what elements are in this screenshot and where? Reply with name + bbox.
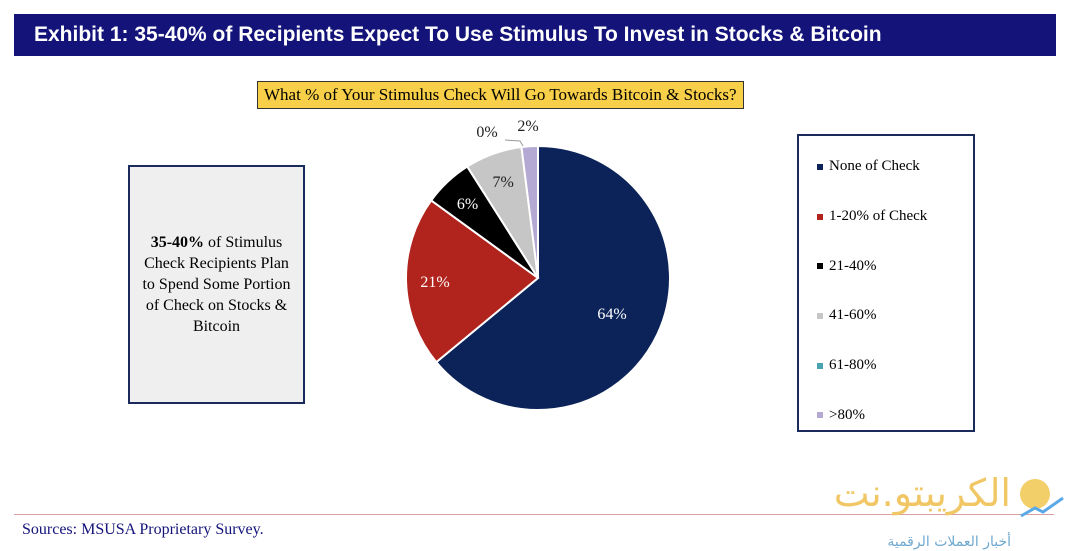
data-label-21-40-: 6% xyxy=(457,196,478,213)
pie-slice-1-20-of-check xyxy=(405,199,540,364)
watermark-tagline: أخبار العملات الرقمية xyxy=(887,532,1011,550)
legend-label: 61-80% xyxy=(829,357,877,374)
bitcoin-icon xyxy=(1020,479,1050,509)
legend-label: 41-60% xyxy=(829,307,877,324)
data-label-none-of-check: 64% xyxy=(597,306,626,323)
callout-bold: 35-40% xyxy=(150,234,205,251)
leader-line xyxy=(504,139,524,147)
trend-arrow-icon xyxy=(1020,496,1064,518)
legend-swatch xyxy=(817,412,823,419)
watermark-logo: الكريبتو.نت أخبار العملات الرقمية xyxy=(834,471,1064,550)
legend-item: 1-20% of Check xyxy=(799,192,973,242)
data-label-61-80-: 0% xyxy=(476,124,497,141)
legend-swatch xyxy=(817,312,823,319)
callout-box: 35-40% of Stimulus Check Recipients Plan… xyxy=(128,165,305,404)
legend: None of Check 1-20% of Check 21-40% 41-60% 6… xyxy=(797,134,975,432)
pie-slice-none-of-check xyxy=(434,144,671,411)
legend-label: None of Check xyxy=(829,158,920,175)
divider xyxy=(14,514,1054,515)
watermark-name: الكريبتو.نت xyxy=(834,471,1011,516)
legend-label: 21-40% xyxy=(829,257,877,274)
data-label-41-60-: 7% xyxy=(492,174,513,191)
callout-text: of Stimulus Check Recipients Plan to Spe… xyxy=(142,234,291,335)
data-label-1-20-of-check: 21% xyxy=(420,274,449,291)
legend-swatch xyxy=(817,163,823,170)
source-note: Sources: MSUSA Proprietary Survey. xyxy=(22,521,264,538)
legend-label: 1-20% of Check xyxy=(829,208,928,225)
legend-item: 41-60% xyxy=(799,291,973,341)
exhibit-title: Exhibit 1: 35-40% of Recipients Expect T… xyxy=(14,14,1056,56)
chart-question: What % of Your Stimulus Check Will Go To… xyxy=(257,81,744,109)
legend-item: 61-80% xyxy=(799,341,973,391)
legend-swatch xyxy=(817,263,823,270)
legend-item: >80% xyxy=(799,390,973,440)
legend-item: None of Check xyxy=(799,142,973,192)
legend-item: 21-40% xyxy=(799,241,973,291)
data-label--80-: 2% xyxy=(517,118,538,135)
legend-swatch xyxy=(817,213,823,220)
pie-slice--80- xyxy=(520,144,539,279)
legend-swatch xyxy=(817,362,823,369)
legend-label: >80% xyxy=(829,406,865,423)
